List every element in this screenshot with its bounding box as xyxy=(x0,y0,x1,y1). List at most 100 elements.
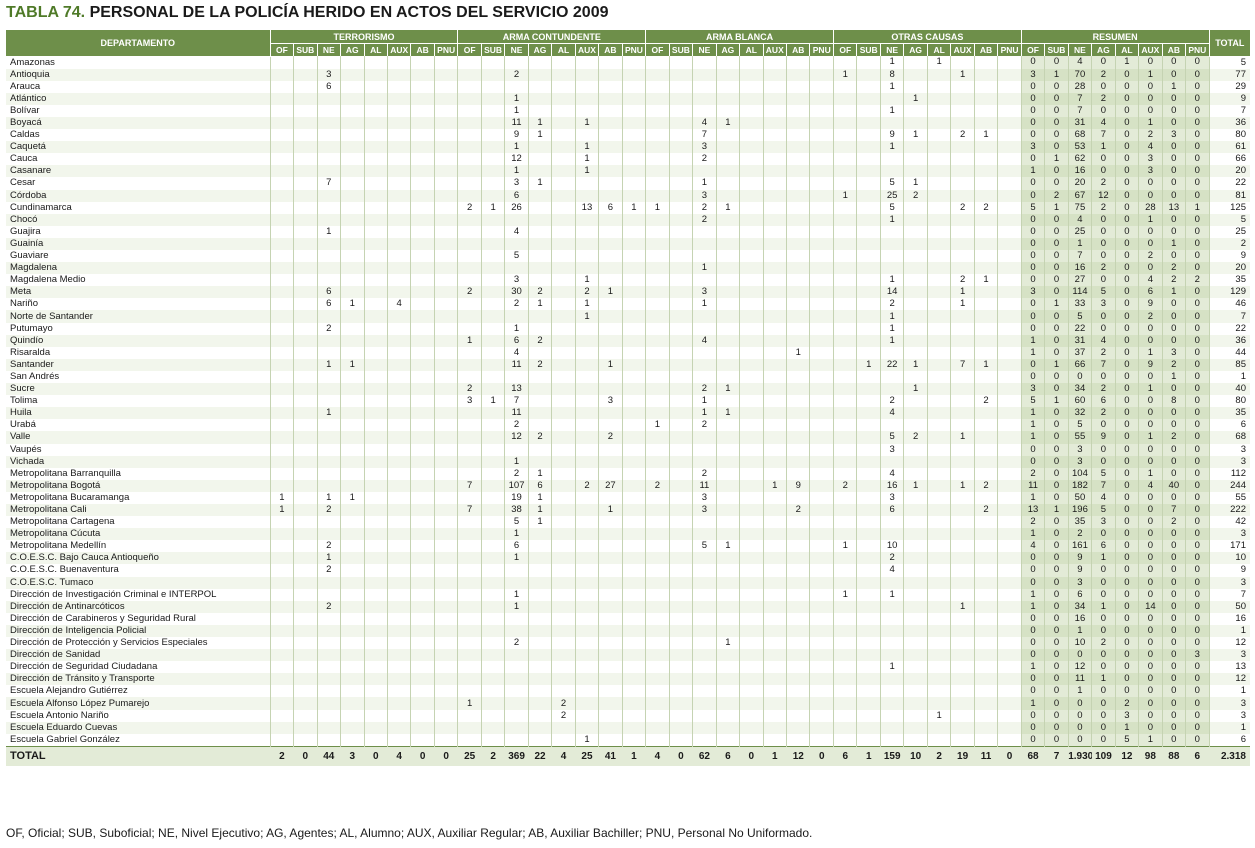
total-value-cell: 11 xyxy=(974,745,998,766)
summary-cell: 0 xyxy=(1044,165,1069,178)
value-cell: 1 xyxy=(504,588,529,601)
value-cell xyxy=(433,322,458,335)
value-cell xyxy=(410,189,435,202)
summary-cell: 3 xyxy=(1138,165,1163,178)
value-cell xyxy=(997,661,1022,674)
value-cell xyxy=(668,479,693,492)
value-cell: 1 xyxy=(504,165,529,178)
value-cell xyxy=(668,165,693,178)
value-cell xyxy=(480,637,505,650)
summary-cell: 9 xyxy=(1067,552,1092,565)
value-cell xyxy=(433,612,458,625)
value-cell xyxy=(833,709,857,722)
summary-cell: 0 xyxy=(1044,624,1069,637)
table-row: Santander 1 1 11 2 1 1 22 1 7 1 0 1 66 7 0 9 2 0 85 xyxy=(6,358,1250,371)
value-cell xyxy=(480,431,505,444)
value-cell xyxy=(762,213,787,226)
row-total-cell: 6 xyxy=(1208,733,1250,747)
department-cell: Boyacá xyxy=(6,116,271,130)
value-cell xyxy=(833,431,857,444)
value-cell xyxy=(692,80,717,93)
value-cell xyxy=(340,709,364,722)
value-cell xyxy=(269,552,294,565)
value-cell xyxy=(574,334,599,347)
summary-cell: 0 xyxy=(1044,262,1069,275)
summary-cell: 9 xyxy=(1091,431,1116,444)
value-cell xyxy=(715,564,740,577)
summary-cell: 0 xyxy=(1044,479,1069,492)
value-cell xyxy=(551,552,576,565)
row-total-cell: 7 xyxy=(1208,104,1250,117)
department-cell: Putumayo xyxy=(10,322,53,334)
value-cell xyxy=(997,262,1022,275)
value-cell: 1 xyxy=(574,141,599,154)
value-cell xyxy=(551,383,576,396)
value-cell xyxy=(973,721,998,734)
value-cell xyxy=(926,419,951,432)
value-cell xyxy=(903,346,928,359)
table-row: Casanare 1 1 1 0 16 0 0 3 0 0 20 xyxy=(6,165,1250,178)
value-cell xyxy=(316,395,341,408)
summary-cell: 5 xyxy=(1091,467,1116,480)
value-cell xyxy=(433,370,458,384)
summary-cell: 0 xyxy=(1044,286,1069,299)
value-cell xyxy=(739,443,764,456)
table-row: Norte de Santander 1 1 0 0 5 0 0 2 0 0 7 xyxy=(6,310,1250,323)
value-cell: 1 xyxy=(950,286,975,299)
table-row: Huila 1 11 1 1 4 1 0 32 2 0 0 0 0 35 xyxy=(6,407,1250,420)
value-cell xyxy=(293,250,318,263)
value-cell xyxy=(410,721,435,734)
value-cell: 1 xyxy=(316,358,341,371)
value-cell xyxy=(879,624,904,637)
value-cell xyxy=(433,237,458,250)
value-cell xyxy=(926,153,951,166)
value-cell xyxy=(950,443,975,456)
value-cell xyxy=(762,92,787,105)
value-cell xyxy=(715,213,740,226)
value-cell xyxy=(621,455,646,468)
value-cell xyxy=(950,661,975,674)
value-cell xyxy=(879,649,904,662)
summary-cell: 0 xyxy=(1044,250,1069,263)
value-cell xyxy=(269,68,294,81)
value-cell xyxy=(833,129,857,142)
value-cell xyxy=(833,165,857,178)
value-cell xyxy=(903,673,928,686)
summary-cell: 0 xyxy=(1091,721,1116,734)
summary-cell: 9 xyxy=(1138,358,1163,371)
value-cell xyxy=(433,491,458,504)
summary-cell: 0 xyxy=(1020,250,1045,263)
summary-cell: 0 xyxy=(1138,624,1163,637)
summary-cell: 0 xyxy=(1044,673,1069,686)
value-cell: 1 xyxy=(973,274,998,287)
value-cell xyxy=(973,491,998,504)
total-summary-cell: 98 xyxy=(1138,745,1163,766)
table-row: Arauca 6 1 0 0 28 0 0 0 1 0 29 xyxy=(6,80,1250,93)
value-cell xyxy=(645,600,670,613)
value-cell: 6 xyxy=(598,201,623,214)
value-cell xyxy=(715,491,740,504)
column-header-row: OF SUB NE AG AL AUX AB PNU OF SUB NE AG AL AUX AB PNU OF… xyxy=(6,43,1250,56)
group-header: OTRAS CAUSAS xyxy=(833,30,1022,44)
summary-cell: 2 xyxy=(1138,250,1163,263)
value-cell: 3 xyxy=(316,68,341,81)
value-cell xyxy=(997,491,1022,504)
value-cell: 2 xyxy=(879,395,904,408)
value-cell: 1 xyxy=(480,201,505,214)
value-cell xyxy=(645,358,670,371)
value-cell: 2 xyxy=(973,201,998,214)
value-cell xyxy=(739,600,764,613)
value-cell xyxy=(527,443,552,456)
summary-cell: 0 xyxy=(1044,56,1069,69)
value-cell: 6 xyxy=(527,479,552,492)
value-cell xyxy=(527,649,552,662)
value-cell xyxy=(457,165,482,178)
value-cell xyxy=(433,733,458,747)
summary-cell: 0 xyxy=(1020,80,1045,93)
value-cell xyxy=(386,588,411,601)
summary-cell: 3 xyxy=(1020,141,1045,154)
summary-cell: 0 xyxy=(1185,395,1210,408)
value-cell xyxy=(903,80,928,93)
value-cell xyxy=(480,358,505,371)
value-cell: 1 xyxy=(340,358,364,371)
